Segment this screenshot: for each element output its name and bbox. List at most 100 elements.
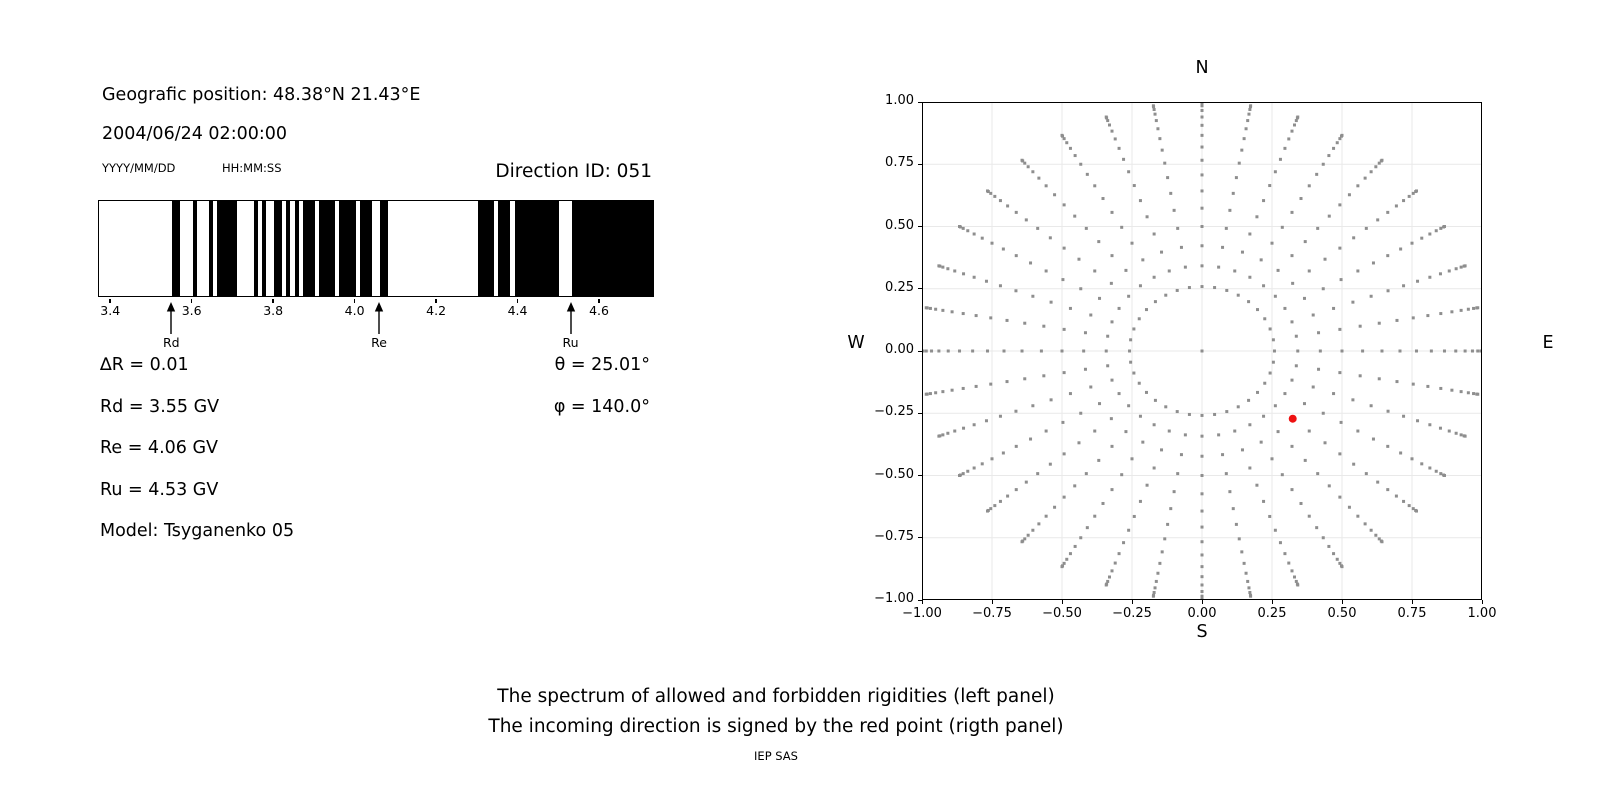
allowed-band	[380, 201, 389, 296]
direction-grid-dots	[922, 102, 1482, 600]
x-tick-mark	[353, 298, 356, 303]
y-tick-label: 0.50	[885, 217, 914, 233]
x-tick-label: 1.00	[1467, 606, 1497, 621]
theta-value: θ = 25.01°	[554, 355, 650, 375]
x-tick-label: 0.75	[1397, 606, 1427, 621]
x-tick-label: 0.00	[1187, 606, 1217, 621]
x-tick-label: 3.6	[181, 302, 202, 318]
x-tick-mark	[516, 298, 519, 303]
rigidity-spectrum-panel: 3.4 3.6 3.8 4.0 4.2 4.4 4.6 Rd Re Ru ∆R = 0.01 Rd…	[98, 200, 654, 541]
allowed-band	[261, 201, 266, 296]
allowed-band	[294, 201, 299, 296]
x-tick-mark	[1411, 600, 1413, 604]
allowed-band	[318, 201, 336, 296]
caption-line-1: The spectrum of allowed and forbidden ri…	[497, 686, 1055, 707]
allowed-band	[571, 201, 653, 296]
allowed-band	[302, 201, 315, 296]
compass-label-west: W	[847, 333, 865, 353]
x-tick-mark	[109, 298, 111, 303]
x-tick-mark	[1131, 600, 1133, 604]
allowed-band	[286, 201, 291, 296]
delta-r-value: ∆R = 0.01	[100, 355, 189, 375]
model-label: Model: Tsyganenko 05	[100, 521, 295, 541]
spectrum-bars-layer	[99, 201, 653, 296]
x-tick-label: 4.0	[344, 302, 365, 318]
x-tick-label: −0.50	[1042, 606, 1082, 621]
x-tick-mark	[1201, 600, 1203, 604]
cutoff-marker-label: Ru	[562, 334, 579, 350]
y-tick-label: −0.50	[874, 466, 914, 482]
observation-datetime: 2004/06/24 02:00:00	[102, 124, 288, 144]
x-tick-label: 3.8	[263, 302, 284, 318]
time-format-hint: HH:MM:SS	[222, 161, 282, 175]
figure-captions: The spectrum of allowed and forbidden ri…	[0, 686, 1552, 763]
x-tick-mark	[991, 600, 993, 604]
cutoff-arrow-icon	[167, 301, 176, 334]
allowed-band	[477, 201, 495, 296]
compass-label-north: N	[1195, 58, 1209, 78]
caption-line-2: The incoming direction is signed by the …	[488, 716, 1064, 737]
x-tick-label: 4.6	[589, 302, 609, 318]
y-tick-mark	[918, 163, 922, 165]
y-tick-mark	[918, 475, 922, 476]
rigidity-spectrum-plot	[98, 200, 654, 297]
x-tick-label: 0.25	[1257, 606, 1287, 621]
x-tick-label: 0.50	[1327, 606, 1357, 621]
direction-id-label: Direction ID: 051	[495, 161, 652, 182]
y-tick-mark	[918, 226, 922, 227]
y-tick-label: 0.25	[885, 279, 914, 295]
cutoff-arrow-icon	[566, 301, 575, 334]
y-tick-label: 0.75	[885, 155, 914, 171]
y-tick-label: 1.00	[885, 93, 914, 108]
direction-plot-frame	[922, 102, 1482, 600]
geographic-position-label: Geografic position: 48.38°N 21.43°E	[102, 85, 421, 105]
y-tick-label: 0.00	[885, 342, 914, 357]
x-tick-label: 4.2	[426, 302, 447, 318]
x-tick-label: −0.75	[972, 606, 1012, 621]
x-tick-mark	[435, 298, 437, 303]
grid-lines	[922, 102, 1482, 600]
cutoff-arrow-icon	[374, 301, 384, 334]
direction-plot-svg	[922, 102, 1482, 600]
incoming-direction-panel: −1.00 −0.75 −0.50 −0.25 0.00 0.25 0.50 0.75 1.00…	[847, 58, 1553, 642]
red-point	[1288, 414, 1297, 423]
x-tick-label: −1.00	[902, 606, 942, 621]
compass-label-south: S	[1196, 622, 1208, 642]
allowed-band	[172, 201, 181, 296]
allowed-band	[253, 201, 258, 296]
cutoff-marker-label: Rd	[163, 334, 180, 350]
date-format-hint: YYYY/MM/DD	[102, 161, 176, 175]
x-tick-label: 4.4	[507, 302, 528, 318]
allowed-band	[514, 201, 560, 296]
allowed-band	[274, 201, 283, 296]
cutoff-values-block: ∆R = 0.01 Rd = 3.55 GV Re = 4.06 GV Ru =…	[100, 355, 460, 563]
rd-value: Rd = 3.55 GV	[100, 396, 220, 417]
y-tick-mark	[918, 537, 922, 539]
re-value: Re = 4.06 GV	[100, 438, 218, 458]
x-tick-mark	[190, 298, 193, 303]
allowed-band	[498, 201, 511, 296]
credit-label: IEP SAS	[754, 749, 798, 763]
spectrum-x-axis: 3.4 3.6 3.8 4.0 4.2 4.4 4.6 Rd Re Ru	[98, 298, 652, 350]
x-tick-mark	[1271, 600, 1273, 604]
y-tick-mark	[918, 101, 922, 103]
x-tick-mark	[598, 298, 600, 303]
ru-value: Ru = 4.53 GV	[100, 479, 219, 500]
y-tick-mark	[918, 350, 922, 352]
x-tick-mark	[272, 298, 274, 303]
x-tick-mark	[921, 600, 923, 604]
y-tick-mark	[918, 412, 922, 414]
compass-label-east: E	[1542, 333, 1554, 353]
allowed-band	[192, 201, 197, 296]
x-tick-label: −0.25	[1112, 606, 1152, 621]
x-tick-mark	[1341, 600, 1343, 604]
phi-value: φ = 140.0°	[553, 396, 650, 417]
y-tick-mark	[918, 599, 922, 601]
y-tick-label: −1.00	[874, 591, 914, 606]
allowed-band	[339, 201, 356, 296]
angle-values-block: θ = 25.01° φ = 140.0°	[392, 355, 650, 438]
x-tick-mark	[1481, 600, 1483, 604]
cutoff-marker-label: Re	[371, 334, 387, 350]
y-tick-label: −0.25	[874, 404, 914, 420]
allowed-band	[217, 201, 238, 296]
